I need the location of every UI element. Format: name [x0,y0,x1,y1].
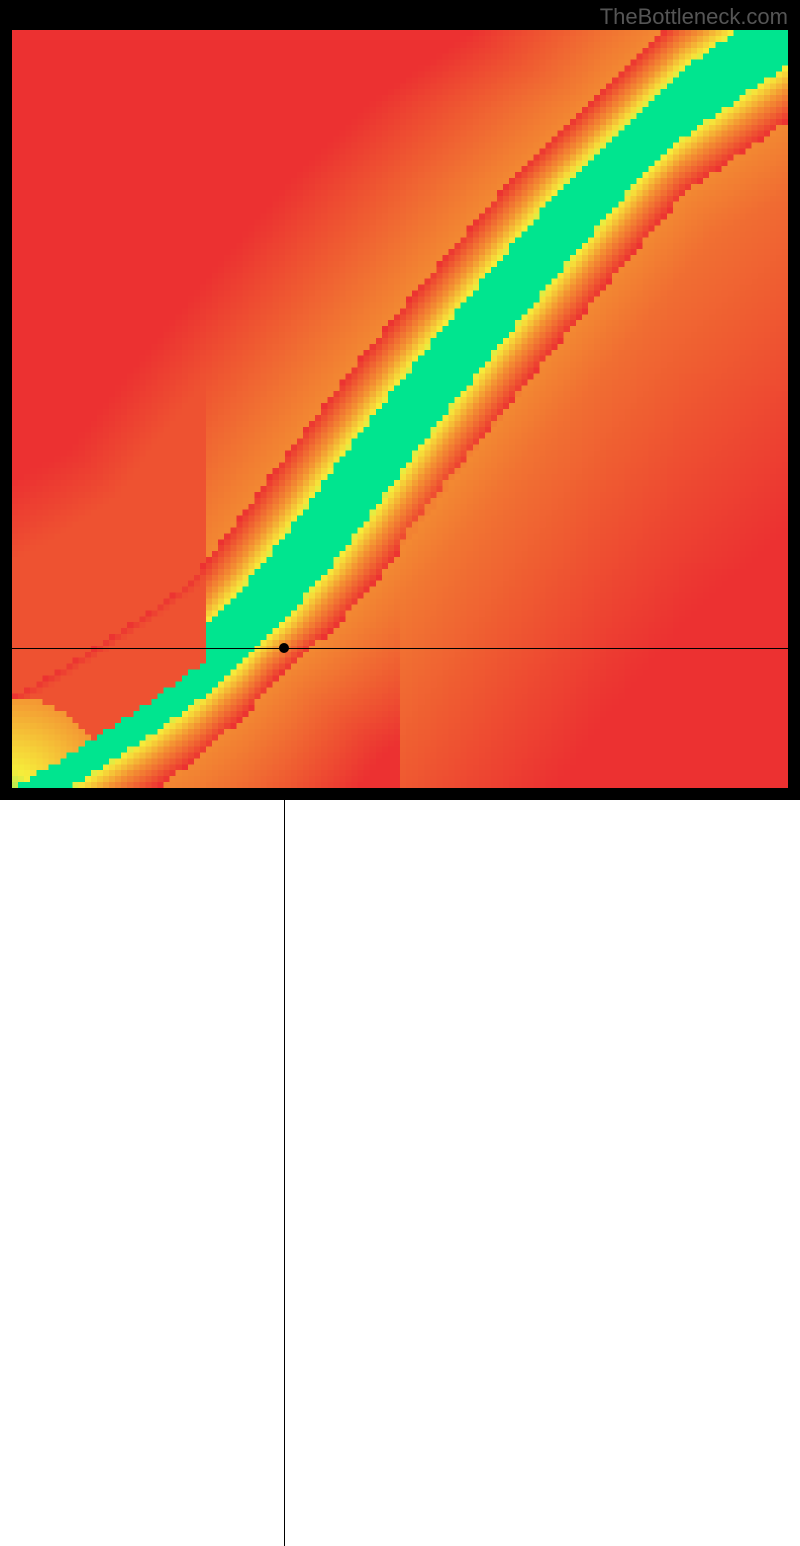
chart-container: TheBottleneck.com [0,0,800,800]
watermark-text: TheBottleneck.com [600,4,788,30]
crosshair-vertical [284,788,285,1546]
crosshair-horizontal [12,648,788,649]
heatmap-plot [12,30,788,788]
heatmap-canvas [12,30,788,788]
crosshair-marker [279,643,289,653]
